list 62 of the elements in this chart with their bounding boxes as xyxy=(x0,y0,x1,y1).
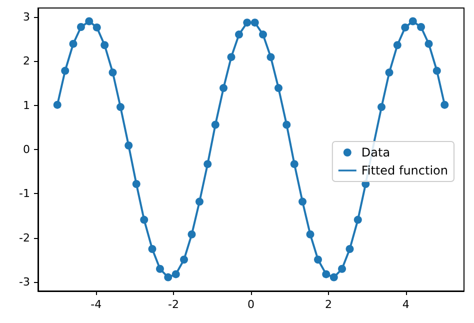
x-tick-label: -4 xyxy=(90,298,102,311)
point xyxy=(322,270,330,278)
y-tick-label: 3 xyxy=(23,10,30,24)
point xyxy=(408,17,417,26)
point xyxy=(274,84,282,92)
point xyxy=(220,84,228,92)
point xyxy=(53,100,62,109)
point xyxy=(378,103,386,112)
point xyxy=(140,216,148,224)
point xyxy=(330,273,338,282)
point xyxy=(346,244,354,253)
point xyxy=(132,180,140,188)
point xyxy=(108,68,117,77)
point xyxy=(164,273,172,282)
point xyxy=(211,120,220,129)
x-tick-label: -2 xyxy=(168,298,180,311)
point xyxy=(401,23,410,32)
y-tick-label: -1 xyxy=(19,187,30,200)
point xyxy=(180,256,188,264)
point xyxy=(227,53,236,62)
point xyxy=(85,17,94,26)
point xyxy=(61,66,70,75)
point xyxy=(314,256,322,264)
point xyxy=(100,41,109,50)
point xyxy=(306,230,314,238)
x-tick-label: 2 xyxy=(324,298,332,311)
point xyxy=(156,264,164,273)
point xyxy=(148,244,156,253)
point xyxy=(298,198,307,206)
point xyxy=(432,66,441,75)
point xyxy=(196,198,204,206)
point xyxy=(266,53,275,62)
point xyxy=(116,103,124,112)
point xyxy=(290,160,298,168)
y-tick-label: 0 xyxy=(23,143,30,156)
point xyxy=(76,23,85,32)
y-tick-label: -2 xyxy=(19,231,30,244)
y-tick-label: 1 xyxy=(23,98,30,112)
point xyxy=(259,30,268,39)
point xyxy=(424,40,433,48)
point xyxy=(69,40,78,48)
x-tick-label: 4 xyxy=(402,298,410,311)
point xyxy=(393,41,402,50)
point xyxy=(92,23,101,32)
x-tick-label: 0 xyxy=(248,298,254,311)
point xyxy=(354,216,362,224)
point xyxy=(235,30,243,39)
point xyxy=(250,18,259,27)
point xyxy=(172,270,180,278)
point xyxy=(385,68,394,77)
point xyxy=(188,230,196,238)
point xyxy=(338,264,346,273)
point xyxy=(124,142,133,150)
y-tick-label: 2 xyxy=(23,54,30,68)
legend-label: Fitted function xyxy=(361,164,448,178)
y-tick-label: -3 xyxy=(19,276,30,289)
point xyxy=(440,100,449,109)
point xyxy=(417,23,426,32)
point xyxy=(282,120,291,129)
point xyxy=(204,160,212,168)
point xyxy=(243,18,252,27)
legend-label: Data xyxy=(361,146,390,160)
